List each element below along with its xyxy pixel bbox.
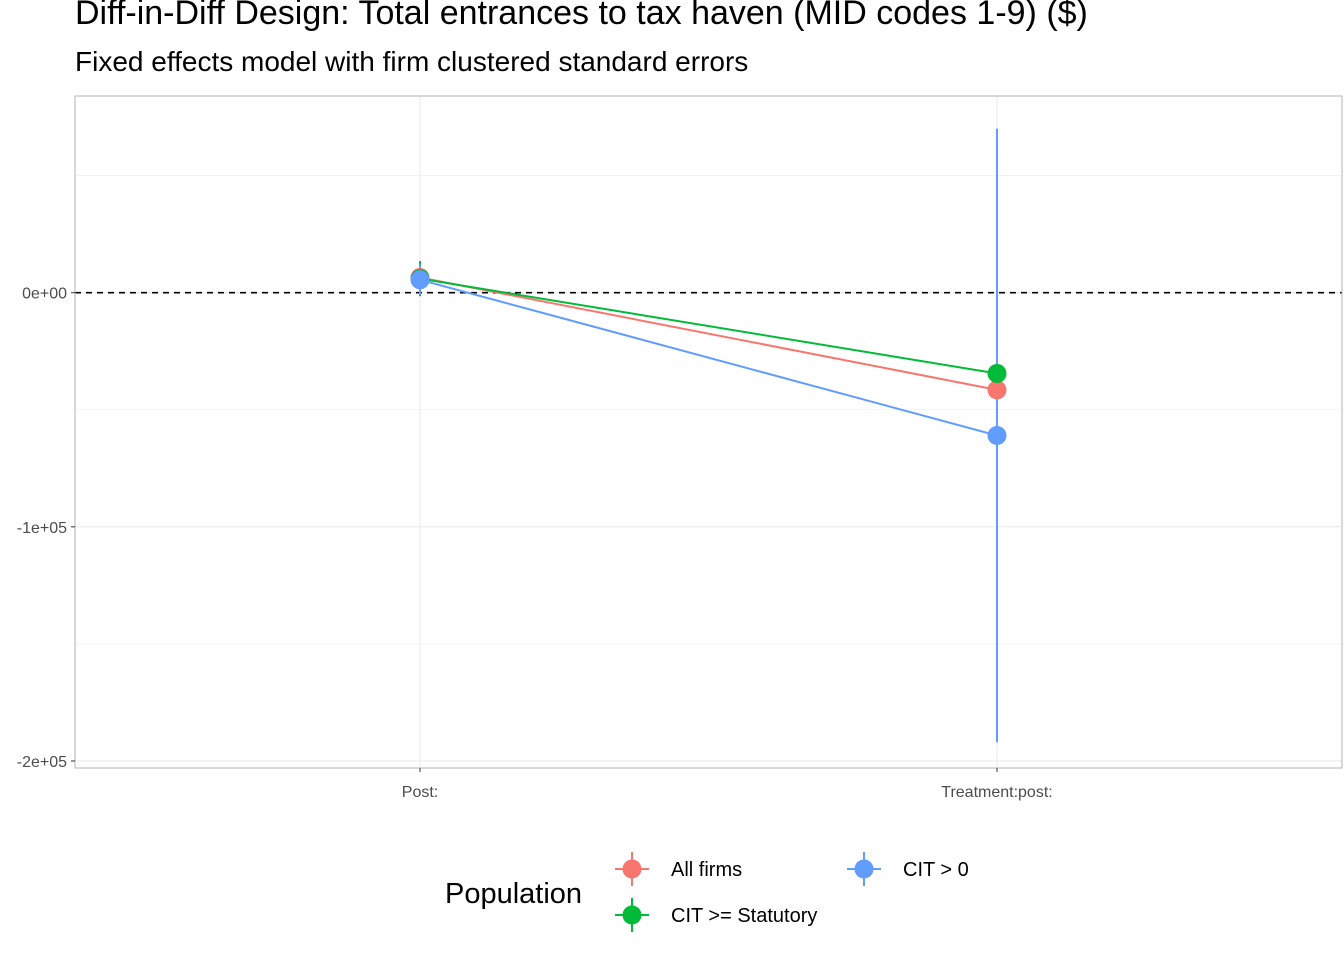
data-point-2-1 (987, 426, 1007, 446)
x-tick-label-0: Post: (402, 784, 438, 801)
series-line-2 (419, 278, 998, 437)
legend-key-point (854, 859, 874, 879)
series-line-1 (419, 277, 998, 375)
chart-subtitle: Fixed effects model with firm clustered … (75, 46, 749, 77)
legend-key-point (622, 859, 642, 879)
legend-key-point (622, 905, 642, 925)
series-line-0 (419, 276, 998, 391)
legend-label-2: CIT > 0 (903, 859, 969, 881)
y-tick-label-2: -2e+05 (17, 754, 67, 771)
data-point-0-1 (987, 380, 1007, 400)
legend-label-1: CIT >= Statutory (671, 905, 817, 927)
grid-lines (75, 96, 1342, 768)
y-tick-label-1: -1e+05 (17, 520, 67, 537)
legend-key-2 (847, 852, 881, 886)
x-axis-ticks: Post: Treatment:post: (402, 768, 1053, 801)
data-point-1-1 (987, 363, 1007, 383)
panel-border (74, 95, 1343, 769)
error-bars (419, 128, 998, 743)
legend-title: Population (445, 878, 582, 910)
data-point-2-0 (410, 270, 430, 290)
data-points (410, 267, 1007, 446)
x-tick-label-1: Treatment:post: (941, 784, 1052, 801)
y-axis-ticks: 0e+00 -1e+05 -2e+05 (17, 286, 75, 771)
legend-label-0: All firms (671, 859, 742, 881)
legend: Population All firms CIT >= Statutory CIT >… (445, 852, 969, 932)
chart-title: Diff-in-Diff Design: Total entrances to … (75, 0, 1088, 32)
y-tick-label-0: 0e+00 (22, 286, 67, 303)
series-lines (419, 276, 998, 437)
legend-key-0 (615, 852, 649, 886)
legend-key-1 (615, 898, 649, 932)
